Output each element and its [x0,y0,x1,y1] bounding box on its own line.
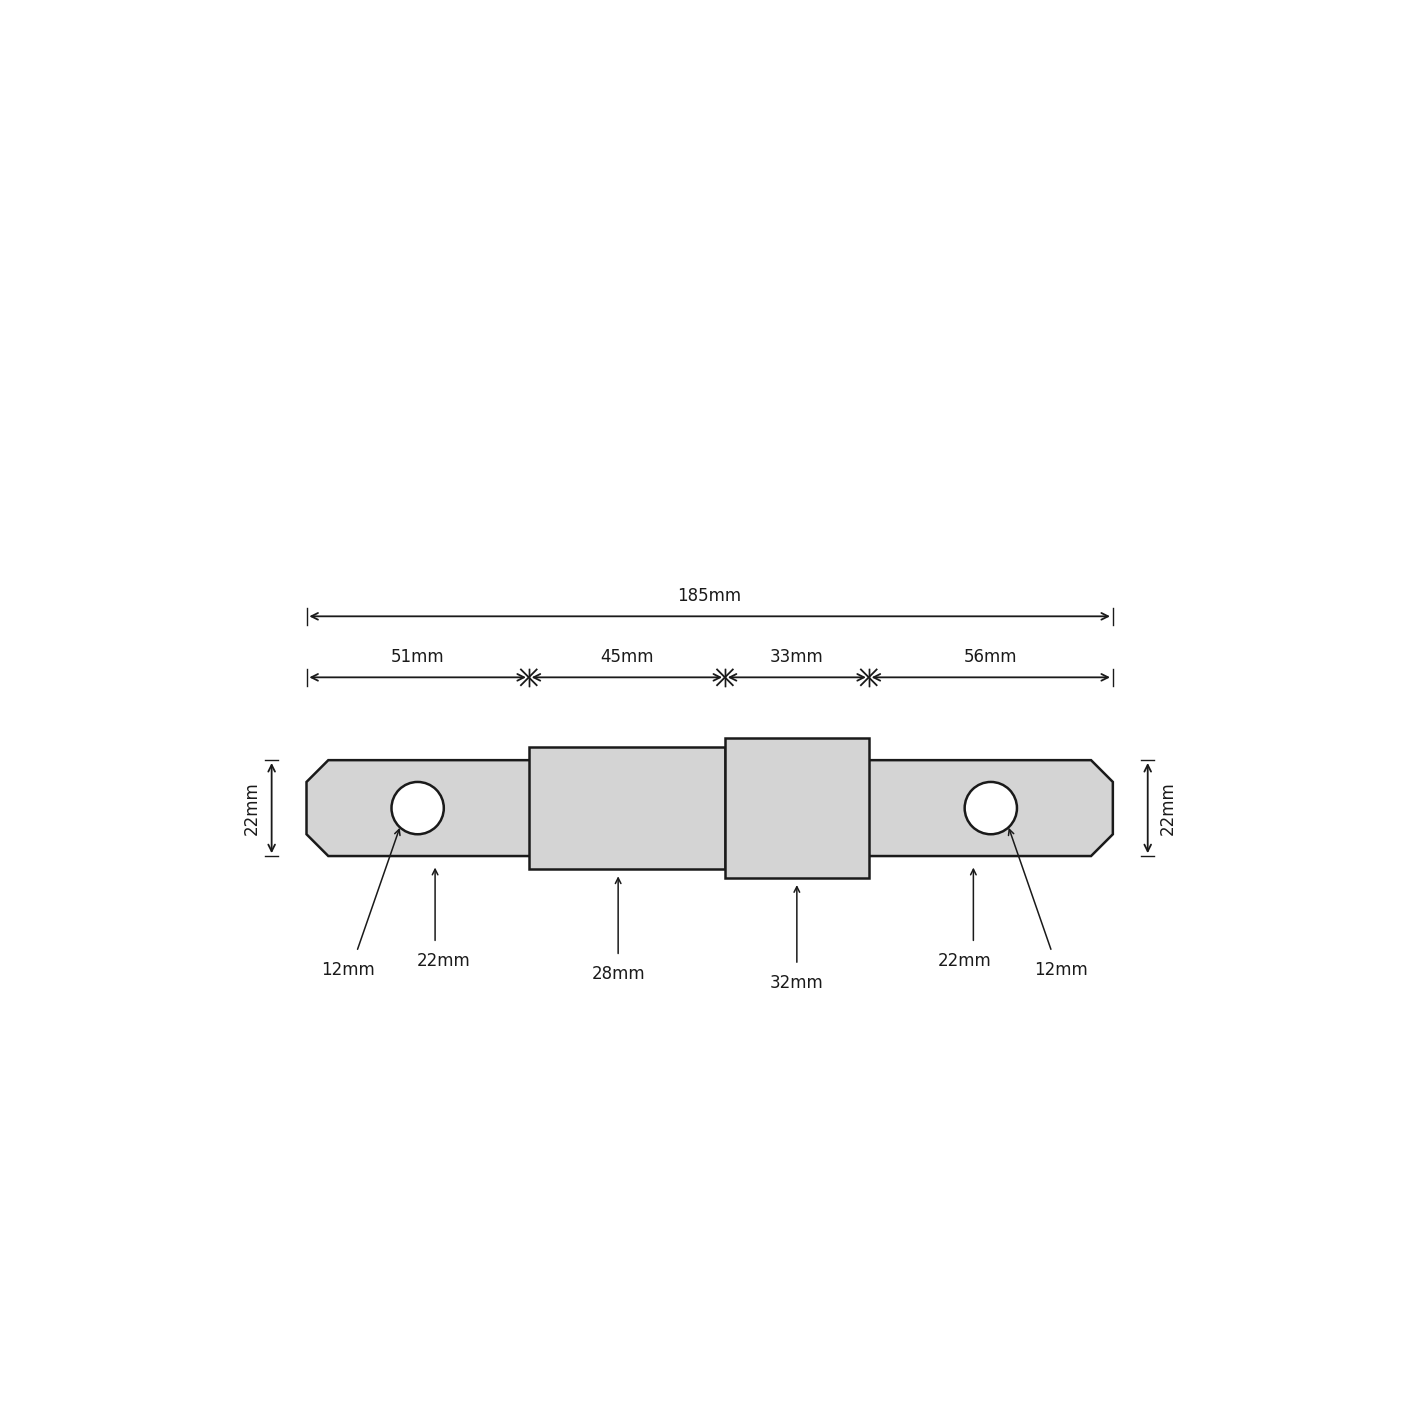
Text: 12mm: 12mm [321,960,375,979]
Text: 32mm: 32mm [770,974,824,991]
Text: 28mm: 28mm [592,965,645,983]
Circle shape [965,782,1017,834]
Bar [725,738,869,877]
Text: 33mm: 33mm [770,648,824,666]
Text: 22mm: 22mm [243,782,260,835]
Text: 56mm: 56mm [965,648,1018,666]
Text: 51mm: 51mm [391,648,444,666]
Text: 22mm: 22mm [418,952,471,970]
Text: 45mm: 45mm [600,648,654,666]
Polygon shape [307,761,1114,856]
Text: 12mm: 12mm [1033,960,1087,979]
Circle shape [391,782,444,834]
Bar [529,747,725,869]
Text: 22mm: 22mm [1159,782,1177,835]
Text: 185mm: 185mm [678,588,742,606]
Text: 22mm: 22mm [938,952,991,970]
